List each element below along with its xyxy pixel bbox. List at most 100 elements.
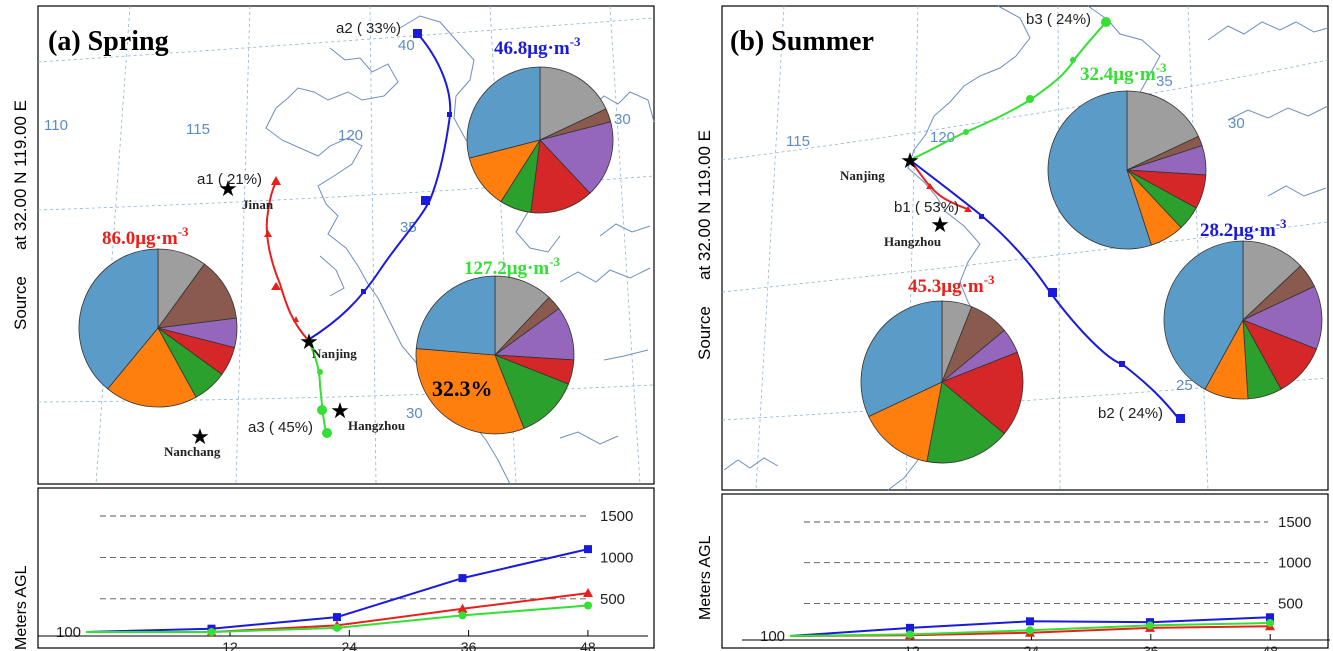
y-tick-label: 100 (56, 624, 81, 641)
trajectory-label: a3 ( 45%) (248, 419, 313, 436)
city-star-icon: ★ (299, 329, 319, 354)
pie-slice (157, 263, 237, 329)
pie-slice (107, 327, 197, 408)
pie-slice (1242, 240, 1302, 321)
height-point (583, 588, 593, 598)
pie-slice (539, 121, 614, 194)
city-star-icon: ★ (900, 148, 920, 173)
concentration-label: 32.4μg·m-3 (1080, 60, 1167, 85)
pie-chart-a3 (415, 275, 575, 435)
marker-triangle (271, 282, 281, 290)
y-tick-label: 100 (760, 628, 785, 645)
height-point (906, 623, 914, 632)
height-point (1266, 613, 1274, 622)
city-star-icon: ★ (218, 176, 238, 201)
source-label: Source (695, 306, 714, 360)
height-point (1026, 617, 1034, 626)
height-point (457, 603, 468, 613)
marker-square (421, 196, 430, 205)
panel-title: (b) Summer (730, 26, 874, 57)
pie-slice (415, 275, 496, 356)
y-tick-label: 500 (1278, 595, 1303, 612)
height-point (1146, 621, 1154, 630)
marker-circle (963, 129, 969, 135)
height-point (458, 611, 467, 620)
height-point (584, 545, 592, 554)
concentration-label: 46.8μg·m-3 (494, 34, 581, 59)
pie-slice (926, 381, 1005, 464)
x-tick-label: 36 (1143, 643, 1159, 651)
city-label: Nanjing (840, 168, 885, 183)
trajectory-a3 (307, 339, 327, 433)
lat-label: 35 (1156, 73, 1173, 90)
pie-slice (466, 66, 541, 159)
marker-square (1048, 288, 1057, 297)
pie-chart-b3 (1047, 90, 1207, 250)
pie-chart-a1 (78, 248, 238, 408)
city-label: Hangzhou (348, 418, 405, 433)
pie-slice (494, 275, 550, 357)
marker-circle (1026, 95, 1034, 103)
trajectory-label: b2 ( 24%) (1098, 405, 1163, 422)
pie-slice (1047, 90, 1152, 250)
pie-chart-b2 (1163, 240, 1323, 400)
marker-square (413, 29, 422, 38)
concentration-label: 45.3μg·m-3 (908, 272, 995, 297)
height-plot-spring: 1500 1000 500 100 12 24 36 48 (38, 508, 648, 651)
pie-slice (78, 248, 159, 390)
concentration-label: 28.2μg·m-3 (1200, 216, 1287, 241)
pie-slice (530, 139, 591, 214)
marker-triangle (293, 316, 299, 322)
pie-slice (1241, 285, 1323, 350)
pie-slice (860, 300, 943, 418)
trajectory-label: b1 ( 53%) (894, 199, 959, 216)
trajectory-markers (264, 29, 452, 438)
pie-slice (868, 381, 943, 463)
marker-square (1176, 414, 1185, 423)
lat-label: 30 (406, 405, 423, 422)
location-label: at 32.00 N 119.00 E (11, 100, 30, 250)
y-tick-label: 1000 (1278, 555, 1311, 572)
city-label: Nanchang (164, 444, 221, 459)
marker-triangle (964, 206, 972, 212)
trajectory-label: a1 ( 21%) (197, 171, 262, 188)
location-label: at 32.00 N 119.00 E (695, 130, 714, 280)
y-tick-label: 1500 (1278, 514, 1311, 531)
height-point (906, 630, 914, 639)
city-label: Jinan (242, 197, 274, 212)
height-point (1026, 626, 1034, 635)
pie-chart-b1 (860, 300, 1024, 464)
pie-annotation: 32.3% (432, 376, 493, 401)
city-label: Hangzhou (884, 234, 941, 249)
marker-square (447, 112, 452, 117)
lat-label: 35 (400, 219, 417, 236)
y-tick-label: 500 (600, 591, 625, 608)
marker-circle (317, 369, 323, 375)
y-tick-label: 1500 (600, 508, 633, 525)
lat-label: 30 (1228, 115, 1245, 132)
x-tick-label: 48 (580, 639, 596, 651)
lon-label: 115 (186, 121, 210, 138)
city-star-icon: ★ (330, 398, 350, 423)
panel-spring: 40 35 30 110 115 120 30 ★ ★ ★ ★ Jinan Na… (11, 5, 655, 651)
y-axis-label: Meters AGL (697, 535, 714, 620)
x-tick-label: 12 (222, 639, 238, 651)
height-point (207, 628, 216, 636)
height-point (333, 613, 341, 622)
marker-circle (322, 428, 332, 438)
y-tick-label: 1000 (600, 549, 633, 566)
marker-triangle (926, 183, 934, 189)
map-grid (721, 5, 1329, 491)
lon-label: 115 (786, 133, 810, 150)
lat-label: 25 (1176, 377, 1193, 394)
lon-label: 120 (930, 129, 955, 146)
height-plot-summer: 1500 1000 500 100 12 24 36 48 (742, 514, 1330, 651)
panel-summer: 35 30 25 115 120 ★ ★ Nanjing Hangzhou b1… (695, 5, 1330, 651)
lat-label: 40 (398, 37, 415, 54)
marker-triangle (271, 176, 281, 185)
marker-circle (1070, 57, 1076, 63)
marker-square (361, 289, 366, 294)
lon-label: 30 (614, 111, 631, 128)
city-label: Nanjing (312, 346, 357, 361)
city-star-icon: ★ (190, 424, 210, 449)
